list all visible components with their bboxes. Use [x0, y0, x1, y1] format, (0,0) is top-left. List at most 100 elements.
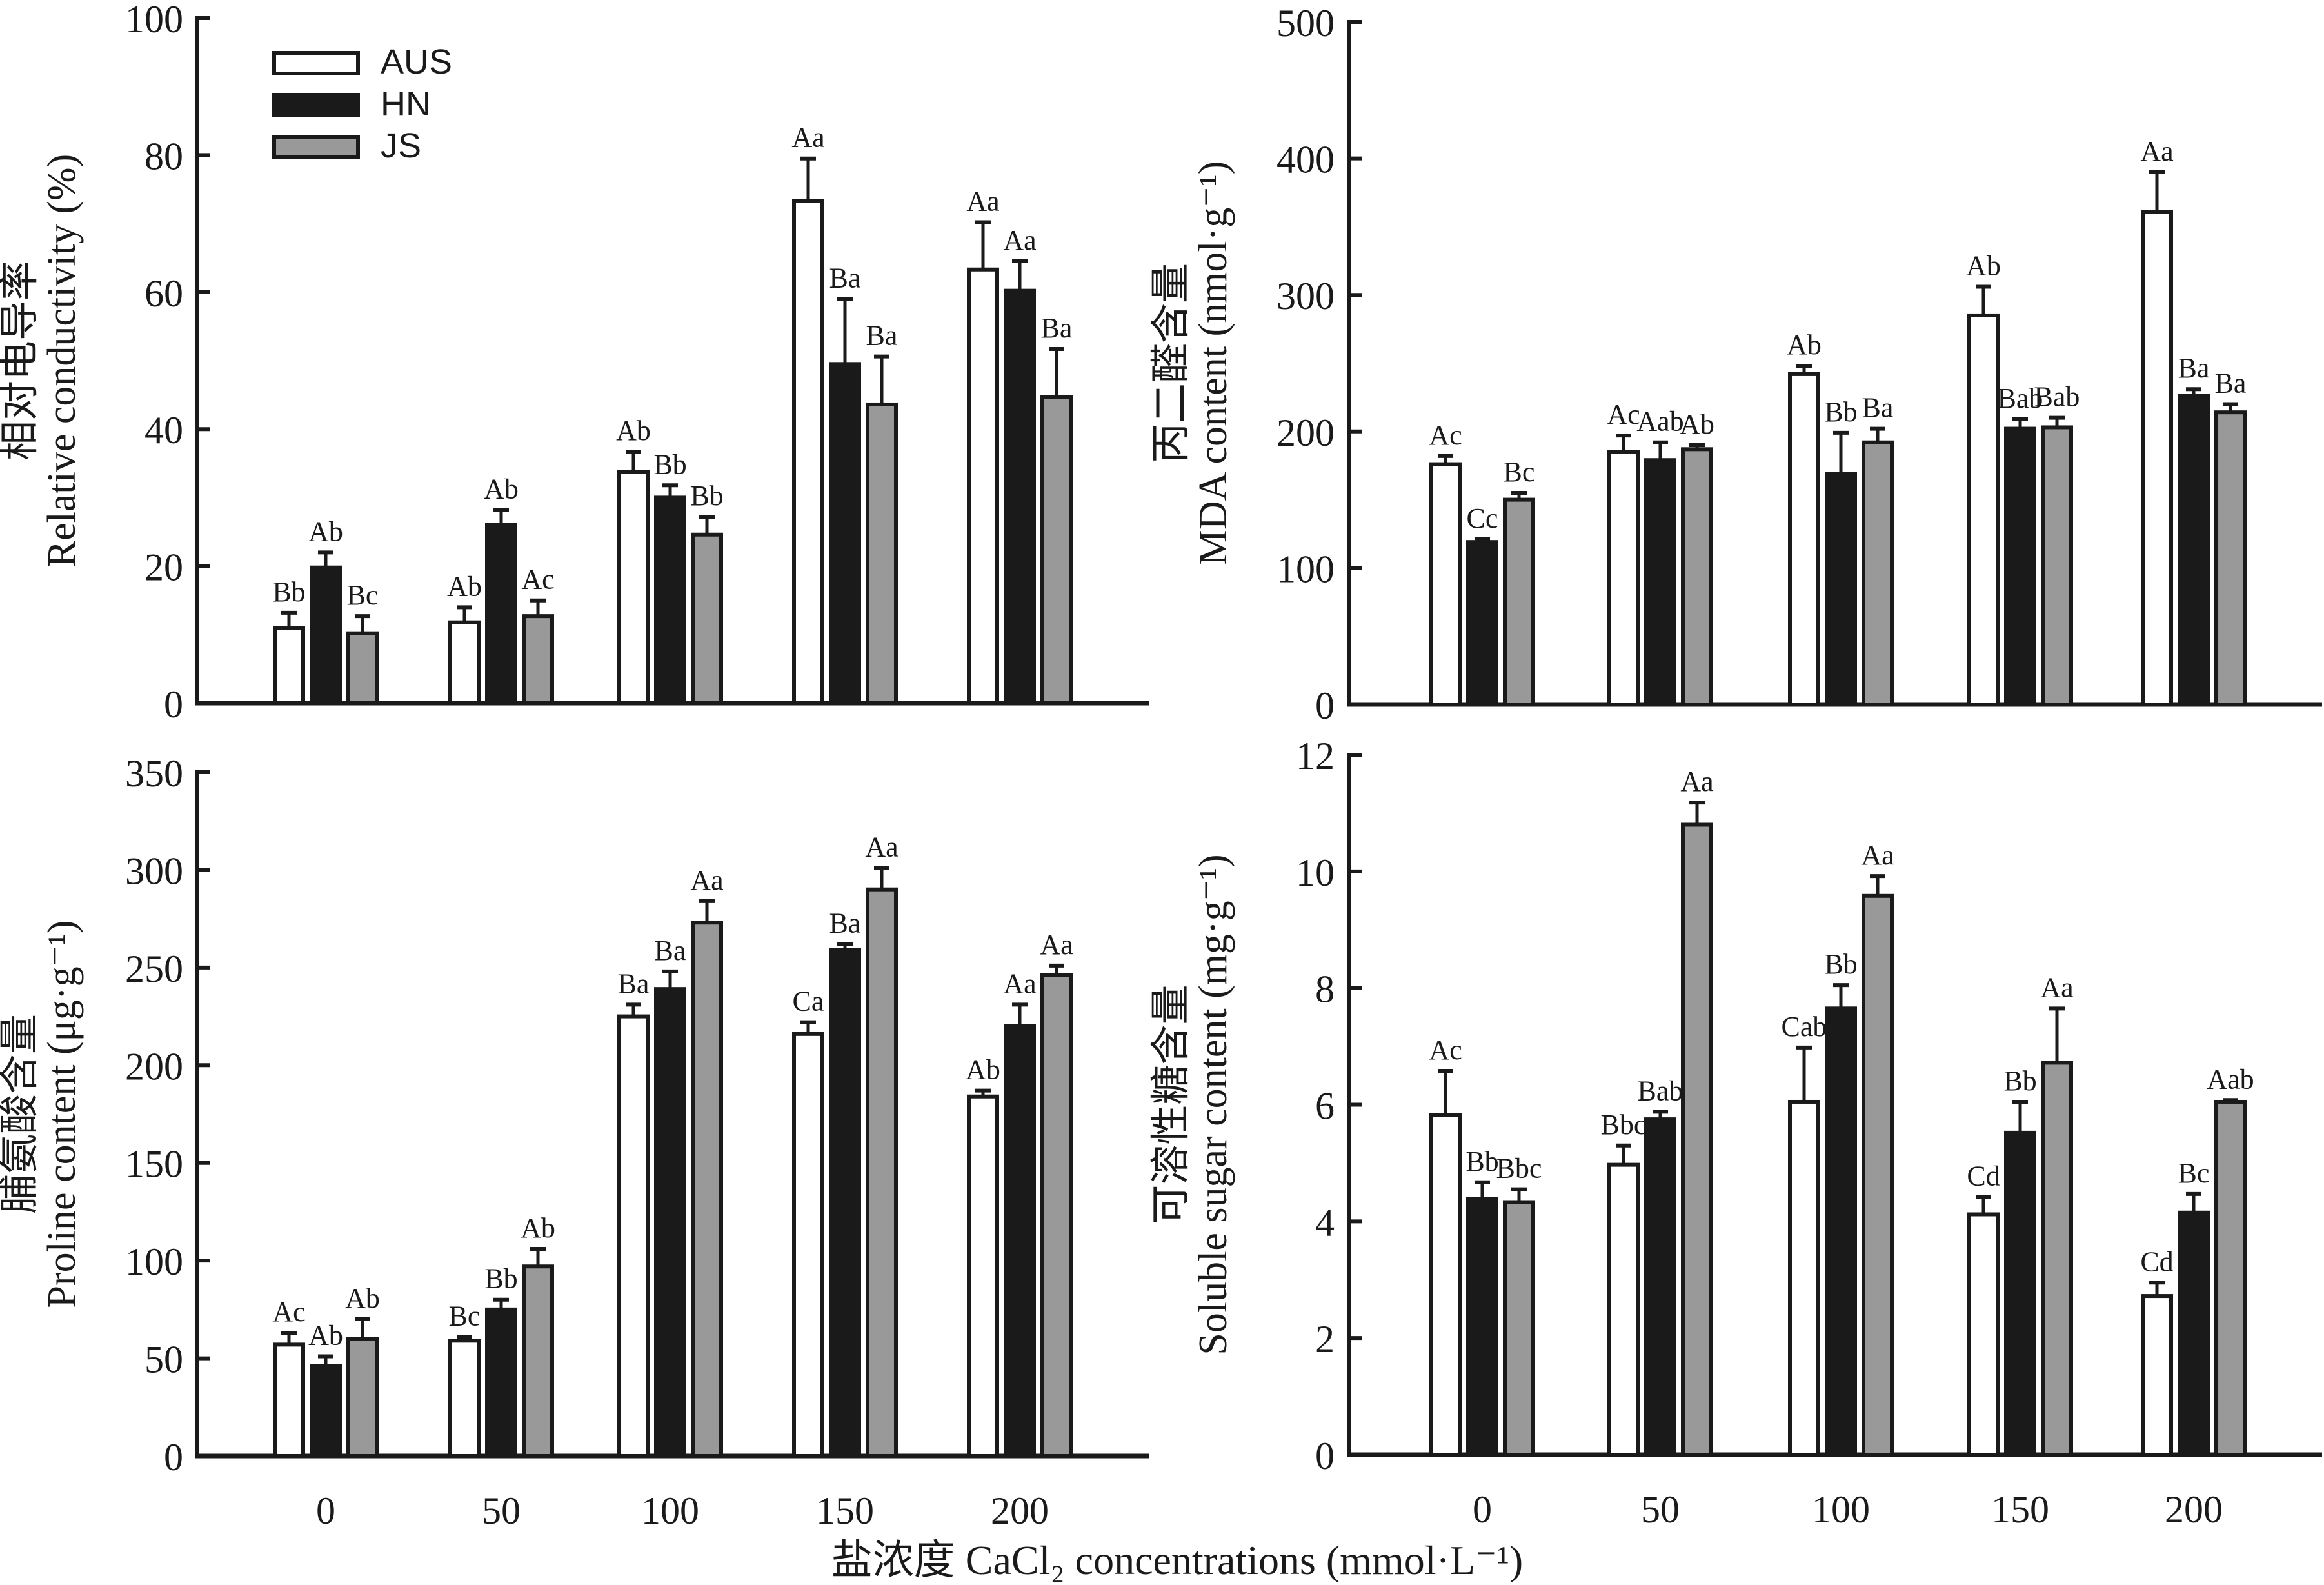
y-tick-label: 4 [1315, 1201, 1335, 1244]
bar-aus [1788, 1099, 1820, 1457]
legend-swatch-js [272, 135, 360, 159]
y-tick-label: 80 [144, 135, 183, 177]
y-tick-label: 0 [1315, 1435, 1335, 1477]
significance-label: Ba [1862, 392, 1894, 424]
significance-label: Bb [1465, 1146, 1498, 1177]
bar-hn [310, 1364, 342, 1459]
bar-aus [273, 1342, 305, 1458]
y-axis-title-cn: 相对电导率 [0, 261, 42, 461]
significance-label: Bc [2178, 1157, 2210, 1189]
bar-aus [2141, 1294, 2173, 1457]
significance-label: Ab [966, 1054, 1000, 1086]
x-tick-label: 50 [1641, 1488, 1680, 1531]
bar-aus [273, 626, 305, 705]
bar-hn [1004, 1024, 1036, 1458]
y-tick-label: 250 [125, 948, 183, 990]
bar-aus [1967, 313, 2000, 706]
y-tick-label: 350 [125, 752, 183, 795]
y-tick-label: 150 [125, 1143, 183, 1186]
bar-hn [1466, 540, 1498, 706]
y-axis-title: Relative conductivity (%) [40, 154, 84, 567]
significance-label: Ab [447, 570, 482, 602]
legend-label: AUS [381, 43, 452, 81]
significance-label: Ab [308, 1320, 343, 1351]
bar-hn [2004, 426, 2036, 706]
significance-label: Ab [345, 1282, 380, 1314]
significance-label: Aa [1680, 766, 1713, 797]
significance-label: Aa [690, 864, 723, 896]
bar-hn [1825, 472, 1857, 706]
significance-label: Ba [655, 935, 686, 966]
bar-js [346, 631, 379, 706]
bar-aus [1429, 1113, 1462, 1457]
bar-js [866, 887, 898, 1458]
significance-label: Bc [449, 1300, 481, 1331]
bar-aus [2141, 210, 2173, 706]
bar-hn [829, 362, 861, 705]
x-tick-label: 50 [482, 1490, 521, 1532]
bar-js [1862, 440, 1894, 707]
significance-label: Ca [793, 986, 824, 1017]
bar-js [1681, 822, 1713, 1457]
bar-js [1503, 1200, 1535, 1457]
legend-swatch-aus [272, 51, 360, 75]
legend-label: HN [381, 85, 431, 123]
bar-hn [654, 495, 686, 706]
significance-label: Ac [521, 564, 554, 595]
bar-aus [617, 470, 650, 705]
significance-label: Ac [272, 1296, 305, 1328]
x-tick-label: 100 [641, 1490, 699, 1532]
bar-aus [1607, 450, 1640, 706]
y-tick-label: 300 [125, 850, 183, 892]
bar-hn [1004, 288, 1036, 705]
x-tick-label: 200 [991, 1490, 1049, 1532]
bar-aus [448, 620, 481, 706]
y-tick-label: 50 [144, 1339, 183, 1381]
bar-js [866, 402, 898, 706]
significance-label: Cab [1782, 1011, 1827, 1042]
y-tick-label: 0 [164, 1436, 183, 1479]
y-tick-label: 100 [125, 1241, 183, 1283]
bar-hn [2178, 1210, 2210, 1457]
significance-label: Aa [2140, 135, 2173, 167]
x-tick-label: 0 [1473, 1488, 1492, 1531]
bar-aus [1607, 1162, 1640, 1457]
significance-label: Aa [1003, 224, 1036, 256]
y-tick-label: 400 [1276, 139, 1335, 181]
significance-label: Ab [1680, 408, 1714, 440]
bar-hn [1644, 1117, 1676, 1457]
y-tick-label: 200 [1276, 412, 1335, 454]
significance-label: Aab [1636, 406, 1683, 437]
y-tick-label: 12 [1296, 735, 1335, 777]
bar-js [1040, 395, 1073, 705]
y-tick-label: 60 [144, 272, 183, 315]
significance-label: Aa [1003, 968, 1036, 999]
bar-aus [792, 1032, 824, 1459]
significance-label: Bb [2003, 1065, 2036, 1097]
significance-label: Bc [347, 579, 379, 611]
legend-swatch-hn [272, 93, 360, 117]
significance-label: Bab [1638, 1075, 1683, 1106]
y-tick-label: 300 [1276, 275, 1335, 317]
y-tick-label: 500 [1276, 2, 1335, 45]
significance-label: Ba [2215, 367, 2247, 399]
significance-label: Bb [1824, 948, 1857, 980]
bar-js [1040, 973, 1073, 1458]
y-tick-label: 6 [1315, 1085, 1335, 1128]
significance-label: Cd [1967, 1160, 2000, 1191]
bar-hn [485, 1307, 517, 1459]
significance-label: Ba [829, 908, 861, 939]
significance-label: Aa [2040, 972, 2073, 1003]
bar-js [522, 1264, 554, 1458]
significance-label: Aa [865, 831, 898, 862]
legend-label: JS [381, 126, 421, 165]
bar-aus [448, 1339, 481, 1458]
significance-label: Ab [1787, 329, 1822, 361]
x-axis-title: 盐浓度 CaCl₂ concentrations (mmol·L⁻¹) [831, 1537, 1523, 1583]
bar-js [522, 614, 554, 705]
bar-aus [967, 1094, 999, 1458]
y-tick-label: 8 [1315, 968, 1335, 1011]
